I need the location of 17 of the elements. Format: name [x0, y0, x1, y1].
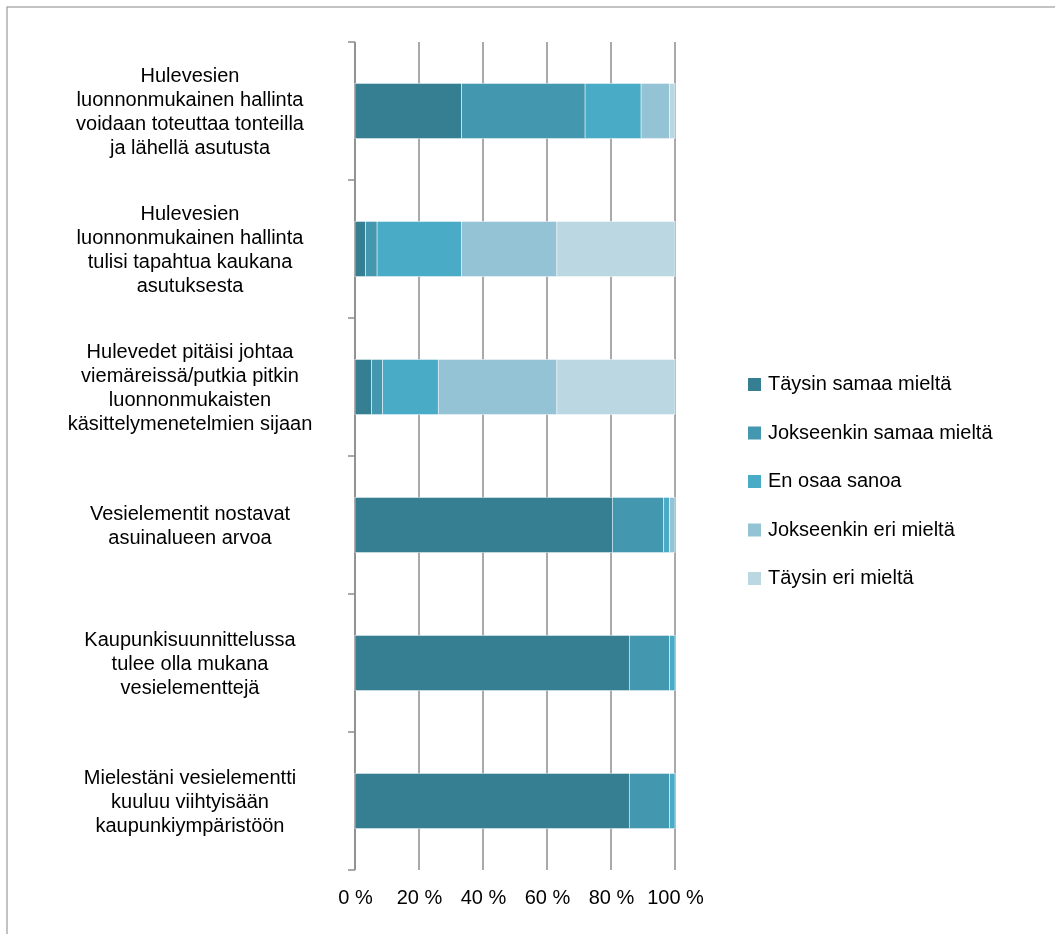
y-tick-label: Kaupunkisuunnittelussa tulee olla mukana vesielementtejä: [84, 628, 297, 698]
x-tick-label: 40 %: [460, 886, 507, 909]
legend-label: Täysin eri mieltä: [768, 566, 915, 588]
legend-label: En osaa sanoa: [768, 469, 903, 491]
y-tick-label: Hulevesien luonnonmukainen hallinta voidaan toteuttaa tonteilla ja lähellä asutusta: [76, 64, 305, 158]
y-tick-label: Vesielementit nostavat asuinalueen arvoa: [89, 502, 291, 548]
x-tick-label: 80 %: [588, 886, 635, 909]
x-tick-label: 100 %: [647, 886, 705, 909]
y-tick-label: Hulevesien luonnonmukainen hallinta tulisi tapahtua kaukana asutuksesta: [76, 202, 305, 296]
x-tick-label: 0 %: [338, 886, 373, 909]
x-tick-label: 60 %: [524, 886, 571, 909]
x-tick-label: 20 %: [396, 886, 443, 909]
y-tick-label: Mielestäni vesielementti kuuluu viihtyisään kaupunkiympäristöön: [83, 766, 297, 836]
y-tick-label: Hulevedet pitäisi johtaa viemäreissä/putkia pitkin luonnonmukaisten käsittelymenetelmien sijaan: [67, 340, 313, 434]
legend-label: Jokseenkin eri mieltä: [768, 517, 956, 540]
legend-label: Jokseenkin samaa mieltä: [768, 420, 994, 443]
legend-label: Täysin samaa mieltä: [768, 372, 953, 394]
